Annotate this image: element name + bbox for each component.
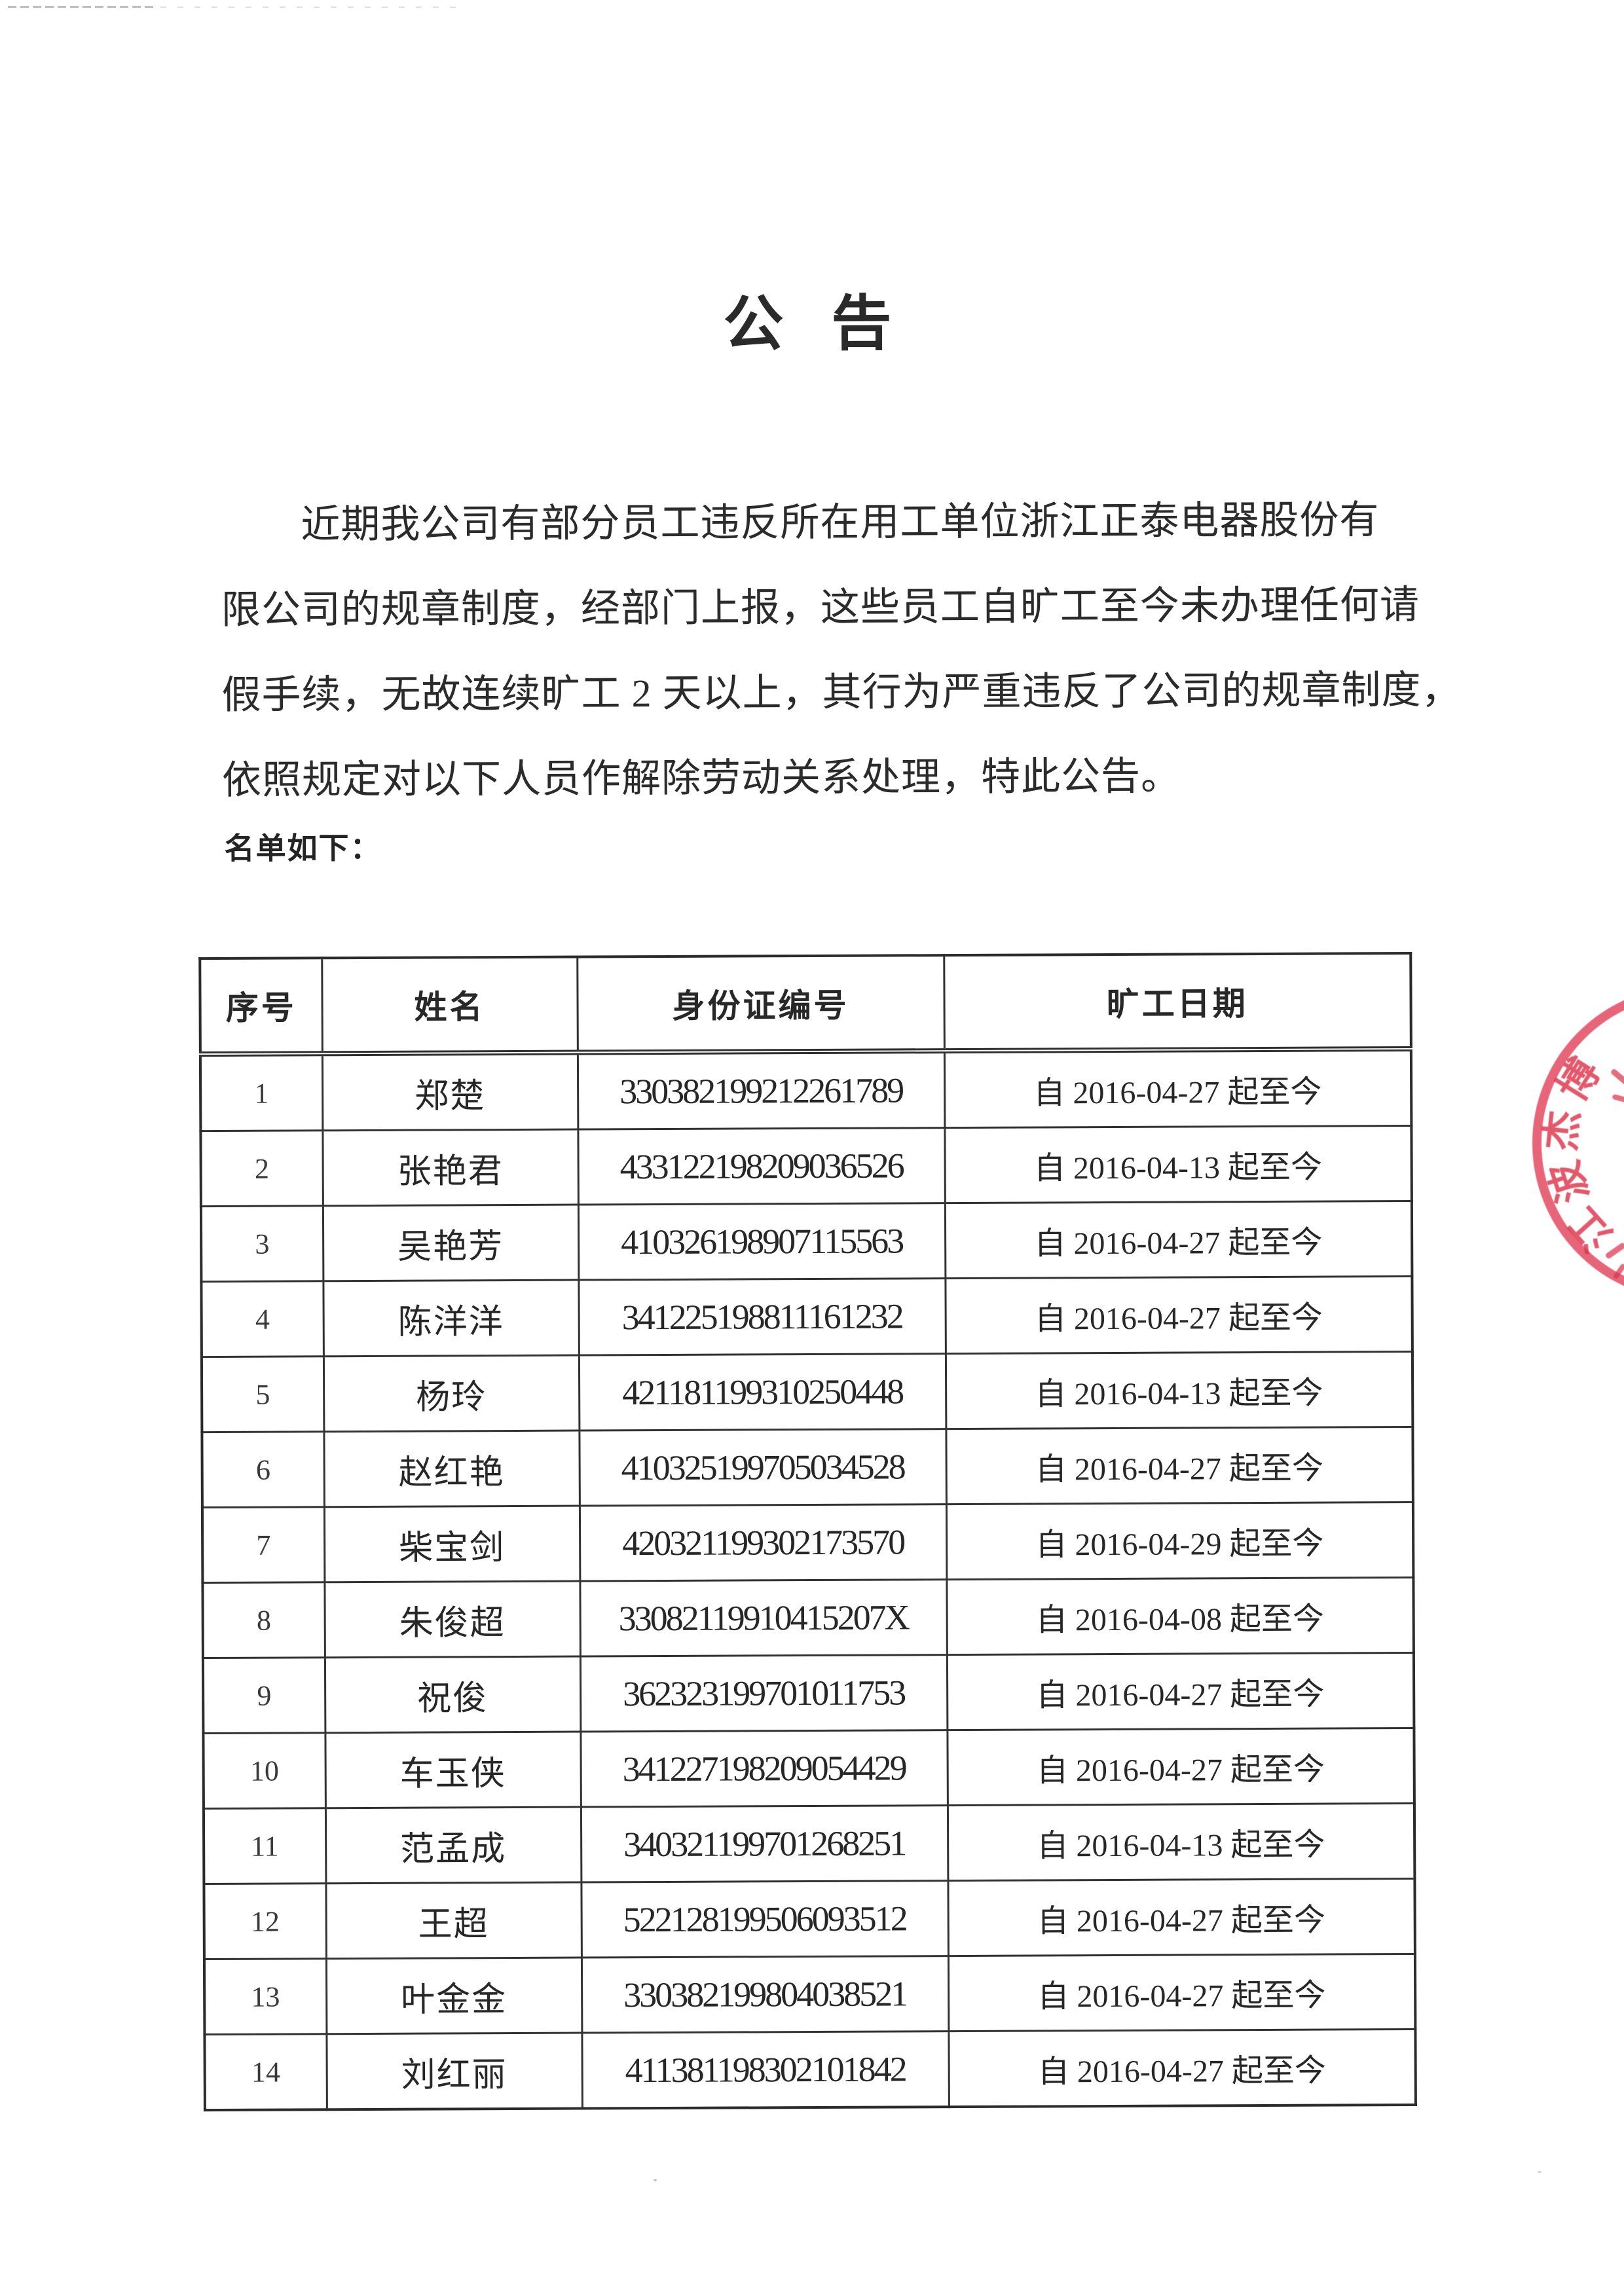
paragraph-line: 依照规定对以下人员作解除劳动关系处理，特此公告。 [221,754,1181,802]
cell-id-number: 411381198302101842 [581,2031,949,2109]
paragraph-line: 近期我公司有部分员工违反所在用工单位浙江正泰电器股份有 [301,498,1380,547]
cell-absence-date: 自 2016-04-13 起至今 [944,1125,1412,1203]
cell-id-number: 341227198209054429 [580,1730,948,1808]
cell-id-number: 420321199302173570 [579,1504,947,1582]
table-row: 5 杨玲 421181199310250448 自 2016-04-13 起至今 [201,1351,1413,1432]
cell-id-number: 410326198907115563 [578,1203,946,1281]
cell-serial: 14 [204,2033,327,2111]
table-row: 13 叶金金 330382199804038521 自 2016-04-27 起… [204,1954,1416,2035]
table-header-row: 序号 姓名 身份证编号 旷工日期 [200,953,1411,1055]
cell-id-number: 421181199310250448 [578,1353,946,1431]
header-cell-serial: 序号 [200,958,322,1055]
table-row: 2 张艳君 433122198209036526 自 2016-04-13 起至… [200,1125,1412,1207]
cell-id-number: 340321199701268251 [580,1805,948,1883]
dust-speck [1538,2171,1541,2173]
cell-id-number: 522128199506093512 [581,1880,948,1958]
absentee-table: 序号 姓名 身份证编号 旷工日期 1 郑楚 330382199212261789… [198,952,1417,2112]
cell-name: 柴宝剑 [323,1506,580,1582]
cell-id-number: 410325199705034528 [579,1429,946,1506]
cell-id-number: 362323199701011753 [580,1654,948,1732]
cell-serial: 4 [201,1281,323,1357]
cell-serial: 1 [200,1053,323,1131]
scan-scratch-artifact [8,6,157,8]
table-row: 4 陈洋洋 341225198811161232 自 2016-04-27 起至… [201,1276,1412,1357]
cell-serial: 3 [200,1205,323,1282]
cell-name: 陈洋洋 [323,1280,579,1357]
scan-scratch-artifact [160,7,458,8]
cell-id-number: 330382199804038521 [581,1956,949,2033]
cell-absence-date: 自 2016-04-27 起至今 [945,1276,1412,1354]
cell-name: 赵红艳 [323,1430,580,1507]
list-intro-label: 名单如下： [224,831,382,866]
cell-absence-date: 自 2016-04-13 起至今 [945,1351,1413,1429]
table-row: 8 朱俊超 33082119910415207X 自 2016-04-08 起至… [202,1577,1414,1658]
table-row: 10 车玉侠 341227198209054429 自 2016-04-27 起… [203,1728,1414,1809]
paragraph-line: 限公司的规章制度，经部门上报，这些员工自旷工至今未办理任何请 [221,583,1420,632]
cell-name: 郑楚 [322,1052,578,1131]
cell-name: 杨玲 [323,1355,580,1432]
table-row: 1 郑楚 330382199212261789 自 2016-04-27 起至今 [200,1049,1412,1131]
cell-id-number: 33082119910415207X [580,1579,947,1657]
header-cell-absence-date: 旷工日期 [944,953,1411,1051]
page-title: 公 告 [723,290,896,358]
cell-serial: 13 [204,1958,327,2035]
cell-name: 张艳君 [322,1129,578,1206]
table-row: 7 柴宝剑 420321199302173570 自 2016-04-29 起至… [202,1502,1414,1583]
cell-absence-date: 自 2016-04-27 起至今 [948,1878,1415,1956]
cell-absence-date: 自 2016-04-08 起至今 [946,1577,1414,1655]
cell-serial: 9 [202,1657,325,1734]
cell-serial: 11 [203,1808,326,1884]
dust-speck [654,2179,657,2181]
cell-id-number: 433122198209036526 [578,1127,945,1205]
table-row: 3 吴艳芳 410326198907115563 自 2016-04-27 起至… [200,1201,1412,1282]
cell-name: 叶金金 [325,1958,582,2034]
cell-absence-date: 自 2016-04-27 起至今 [944,1049,1412,1128]
table-row: 6 赵红艳 410325199705034528 自 2016-04-27 起至… [202,1427,1413,1508]
cell-serial: 8 [202,1582,325,1658]
cell-serial: 10 [203,1732,325,1809]
cell-serial: 2 [200,1130,323,1207]
cell-serial: 12 [204,1883,326,1959]
cell-name: 祝俊 [324,1656,581,1733]
cell-id-number: 341225198811161232 [578,1278,946,1356]
cell-absence-date: 自 2016-04-27 起至今 [948,2029,1416,2107]
header-cell-id-number: 身份证编号 [577,955,944,1053]
cell-serial: 6 [202,1431,324,1508]
cell-absence-date: 自 2016-04-27 起至今 [946,1427,1413,1504]
table-row: 9 祝俊 362323199701011753 自 2016-04-27 起至今 [202,1652,1414,1734]
cell-name: 车玉侠 [325,1732,581,1808]
cell-id-number: 330382199212261789 [577,1051,945,1130]
cell-name: 刘红丽 [326,2033,582,2110]
cell-absence-date: 自 2016-04-13 起至今 [947,1803,1415,1881]
cell-absence-date: 自 2016-04-27 起至今 [948,1954,1416,2032]
paragraph-line: 假手续，无故连续旷工 2 天以上，其行为严重违反了公司的规章制度， [221,668,1462,717]
cell-serial: 7 [202,1506,325,1583]
cell-name: 王超 [325,1882,581,1959]
table-row: 14 刘红丽 411381198302101842 自 2016-04-27 起… [204,2029,1416,2111]
header-cell-name: 姓名 [322,957,578,1054]
cell-name: 范孟成 [325,1807,581,1884]
cell-name: 吴艳芳 [322,1205,579,1281]
cell-serial: 5 [201,1356,324,1432]
body-paragraph: 近期我公司有部分员工违反所在用工单位浙江正泰电器股份有 限公司的规章制度，经部门… [221,477,1462,823]
cell-absence-date: 自 2016-04-27 起至今 [944,1201,1412,1279]
table-row: 11 范孟成 340321199701268251 自 2016-04-13 起… [203,1803,1415,1884]
table-row: 12 王超 522128199506093512 自 2016-04-27 起至… [204,1878,1415,1959]
cell-absence-date: 自 2016-04-27 起至今 [946,1652,1414,1730]
cell-absence-date: 自 2016-04-27 起至今 [947,1728,1414,1806]
cell-name: 朱俊超 [324,1581,580,1658]
cell-absence-date: 自 2016-04-29 起至今 [946,1502,1414,1580]
